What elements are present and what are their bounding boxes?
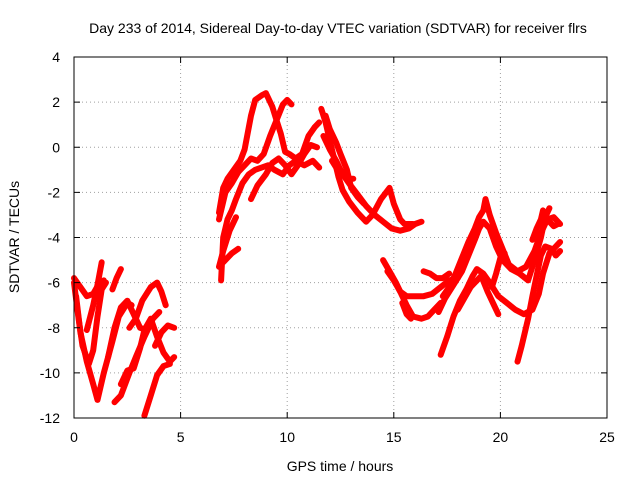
y-tick-label: -12 — [40, 410, 60, 426]
series-arc-5 — [109, 266, 124, 293]
y-tick-label: 2 — [52, 94, 60, 110]
chart-title: Day 233 of 2014, Sidereal Day-to-day VTE… — [89, 20, 587, 36]
y-tick-label: -2 — [48, 184, 61, 200]
series-arc-24 — [399, 299, 414, 322]
x-tick-label: 20 — [493, 429, 509, 445]
x-tick-label: 10 — [279, 429, 295, 445]
x-tick-label: 0 — [70, 429, 78, 445]
series-arc-11 — [152, 322, 178, 349]
series-arc-25 — [420, 268, 453, 282]
series-arc-31 — [514, 243, 564, 365]
series-arc-16 — [220, 245, 242, 266]
series-arc-6 — [105, 297, 150, 361]
series-arc-20 — [320, 133, 425, 234]
y-tick-label: -6 — [48, 275, 61, 291]
series-arc-30 — [488, 250, 508, 291]
series-arc-17 — [248, 142, 320, 203]
x-axis-label: GPS time / hours — [287, 458, 394, 474]
y-tick-label: -10 — [40, 365, 60, 381]
series-arc-10 — [141, 360, 173, 419]
y-tick-label: -8 — [48, 320, 61, 336]
plot-frame — [73, 56, 608, 419]
series-arc-8 — [126, 279, 169, 331]
series-arc-9 — [117, 315, 178, 388]
y-tick-label: 4 — [52, 49, 60, 65]
x-tick-label: 25 — [599, 429, 615, 445]
axis-ticks: 0 5 10 15 20 25 -12 -10 -8 -6 -4 -2 0 2 4 — [40, 49, 615, 445]
y-tick-label: -4 — [48, 230, 61, 246]
x-tick-label: 15 — [386, 429, 402, 445]
series-arc-27 — [435, 205, 553, 315]
series-arc-32 — [529, 207, 561, 243]
series-arc-13 — [216, 96, 295, 223]
series-arc-4 — [83, 259, 105, 333]
grid-lines — [74, 57, 607, 418]
series-arc-23 — [384, 268, 444, 322]
data-series-group — [71, 90, 564, 419]
y-tick-label: 0 — [52, 139, 60, 155]
series-arc-28 — [439, 196, 564, 300]
x-tick-label: 5 — [177, 429, 185, 445]
series-arc-29 — [454, 272, 502, 318]
series-arc-21 — [329, 157, 357, 182]
y-axis-label: SDTVAR / TECUs — [6, 181, 22, 293]
series-arc-15 — [216, 214, 239, 270]
